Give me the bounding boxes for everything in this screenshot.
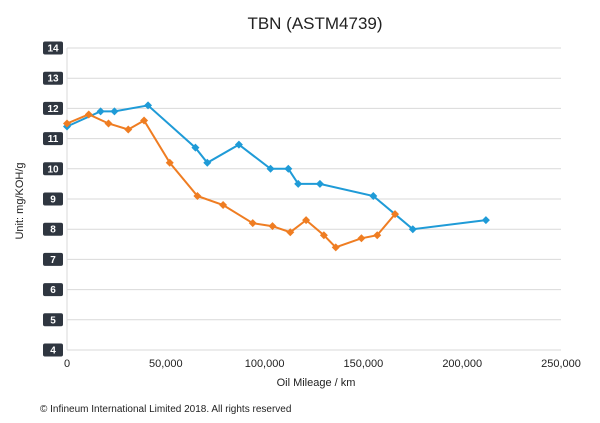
x-tick-label: 150,000	[344, 358, 384, 370]
y-tick-label: 13	[47, 74, 59, 85]
data-point	[408, 225, 417, 234]
data-point	[286, 228, 295, 237]
data-point	[104, 119, 113, 128]
y-tick-label: 12	[47, 104, 59, 115]
y-tick-label: 14	[47, 44, 59, 55]
data-point	[331, 243, 340, 252]
data-point	[63, 119, 71, 128]
y-tick-label: 5	[50, 315, 56, 326]
x-axis-ticks: 0 50,000 100,000 150,000 200,000 250,000	[64, 358, 581, 370]
copyright-notice: © Infineum International Limited 2018. A…	[40, 404, 292, 415]
y-tick-label: 9	[50, 195, 56, 206]
y-tick-badge	[43, 41, 63, 55]
y-axis-ticks: 4 5 6 7 8 9 10 11 12 13 14	[43, 41, 63, 357]
data-point	[191, 143, 200, 152]
y-tick-badge	[43, 222, 63, 236]
y-tick-label: 6	[50, 285, 56, 296]
data-point	[481, 216, 490, 225]
y-tick-badge	[43, 101, 63, 115]
data-point	[234, 140, 243, 149]
data-point	[319, 231, 328, 240]
y-tick-label: 4	[50, 346, 56, 357]
y-tick-badge	[43, 132, 63, 146]
y-tick-badge	[43, 192, 63, 206]
y-tick-label: 8	[50, 225, 56, 236]
y-tick-badge	[43, 283, 63, 297]
data-point	[369, 191, 378, 200]
y-tick-badge	[43, 252, 63, 266]
y-tick-label: 11	[48, 134, 59, 145]
data-point	[357, 234, 366, 243]
data-point	[84, 110, 93, 119]
data-point	[110, 107, 119, 116]
y-tick-badge	[43, 162, 63, 176]
data-point	[248, 219, 257, 228]
data-point	[266, 164, 275, 173]
series-line	[66, 113, 396, 249]
data-point	[96, 107, 105, 116]
data-series	[63, 101, 490, 252]
x-tick-label: 250,000	[541, 358, 581, 370]
data-point	[302, 216, 311, 225]
series-1	[63, 101, 490, 234]
data-point	[165, 158, 174, 167]
x-tick-label: 50,000	[149, 358, 183, 370]
series-2	[63, 110, 400, 252]
data-point	[268, 222, 277, 231]
data-point	[219, 201, 228, 210]
y-tick-label: 7	[50, 255, 56, 266]
data-point	[284, 164, 293, 173]
data-point	[373, 231, 382, 240]
y-tick-badge	[43, 313, 63, 327]
data-point	[294, 179, 303, 188]
chart-title: TBN (ASTM4739)	[247, 14, 382, 33]
y-tick-badge	[43, 343, 63, 357]
y-tick-badge	[43, 71, 63, 85]
data-point	[140, 116, 149, 125]
y-axis-label: Unit: mg/KOH/g	[14, 162, 26, 239]
data-point	[124, 125, 133, 134]
x-axis-label: Oil Mileage / km	[277, 377, 356, 389]
data-point	[193, 191, 202, 200]
data-point	[391, 210, 400, 219]
data-point	[203, 158, 212, 167]
series-line	[66, 104, 487, 231]
x-tick-label: 200,000	[442, 358, 482, 370]
x-tick-label: 100,000	[245, 358, 285, 370]
data-point	[144, 101, 153, 110]
y-tick-label: 10	[47, 164, 59, 175]
gridlines	[66, 47, 561, 351]
data-point	[315, 179, 324, 188]
x-tick-label: 0	[64, 358, 70, 370]
